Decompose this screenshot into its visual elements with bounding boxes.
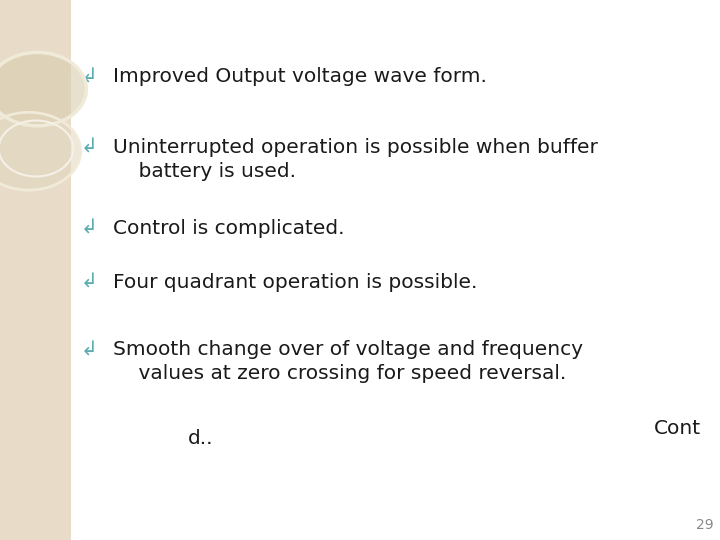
Text: 29: 29 bbox=[696, 518, 714, 532]
Text: d..: d.. bbox=[187, 429, 213, 448]
Text: Uninterrupted operation is possible when buffer
    battery is used.: Uninterrupted operation is possible when… bbox=[113, 138, 598, 181]
Text: Improved Output voltage wave form.: Improved Output voltage wave form. bbox=[113, 68, 487, 86]
Text: Four quadrant operation is possible.: Four quadrant operation is possible. bbox=[113, 273, 477, 292]
Text: ↲: ↲ bbox=[81, 273, 97, 292]
Text: ↲: ↲ bbox=[81, 138, 97, 157]
Text: ↲: ↲ bbox=[81, 219, 97, 238]
Text: Smooth change over of voltage and frequency
    values at zero crossing for spee: Smooth change over of voltage and freque… bbox=[113, 340, 582, 383]
Text: Cont: Cont bbox=[653, 418, 701, 437]
Text: Control is complicated.: Control is complicated. bbox=[113, 219, 344, 238]
Text: ↲: ↲ bbox=[81, 340, 97, 359]
Text: ↲: ↲ bbox=[81, 68, 97, 86]
